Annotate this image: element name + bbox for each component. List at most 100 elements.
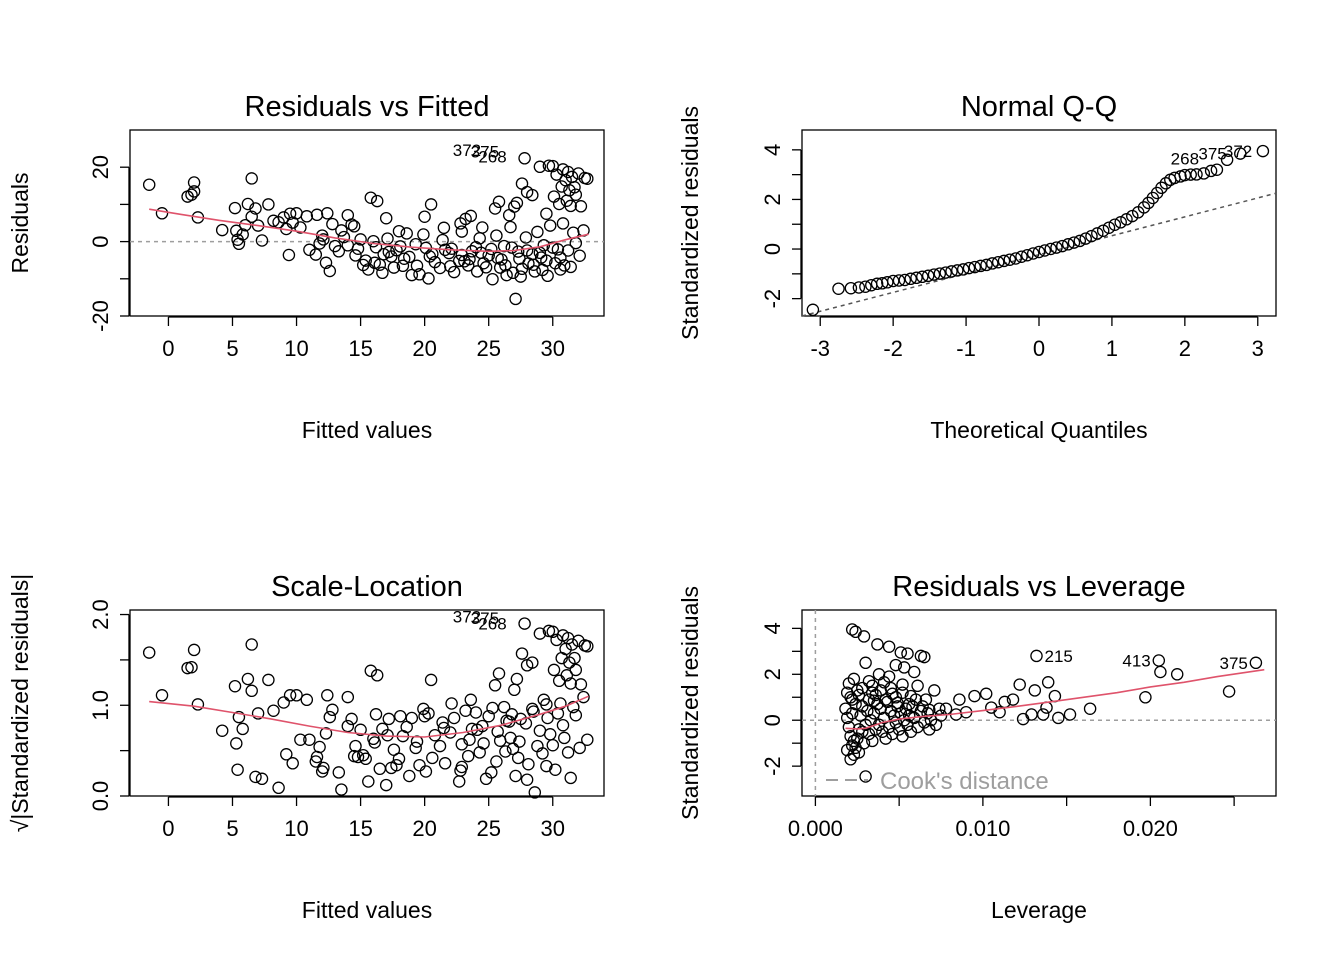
data-point: [230, 737, 243, 750]
data-point: [403, 769, 416, 783]
y-tick-label: 0: [88, 235, 113, 247]
data-point: [390, 758, 403, 772]
data-point: [400, 720, 413, 734]
data-point: [569, 663, 583, 677]
data-point: [520, 244, 534, 257]
data-point: [543, 219, 557, 232]
x-tick-label: 0.000: [788, 816, 843, 841]
data-point: [852, 281, 866, 294]
data-point: [857, 630, 871, 643]
observation-label: 268: [478, 615, 506, 634]
data-point: [866, 686, 879, 699]
data-point: [397, 252, 411, 265]
data-point: [520, 185, 534, 199]
data-point: [515, 647, 529, 660]
y-tick-label: 2: [760, 193, 785, 205]
data-point: [508, 683, 521, 697]
data-point: [862, 727, 876, 741]
data-point: [283, 689, 297, 702]
y-tick-label: -2: [760, 289, 785, 309]
data-point: [921, 269, 935, 283]
data-point: [455, 248, 469, 262]
data-point: [1015, 250, 1028, 263]
data-point: [927, 268, 941, 281]
observation-label: 413: [1122, 652, 1150, 671]
data-point: [376, 266, 389, 280]
data-point: [531, 739, 544, 753]
data-point: [410, 259, 424, 273]
data-point: [928, 684, 941, 697]
data-point: [945, 265, 958, 278]
data-point: [488, 679, 502, 692]
data-point: [437, 221, 451, 235]
data-point: [510, 672, 524, 686]
y-axis-label: Residuals: [7, 173, 33, 274]
x-tick-label: 0.010: [955, 816, 1010, 841]
data-point: [1085, 229, 1098, 243]
plot-frame: [801, 609, 1277, 797]
data-point: [410, 735, 424, 748]
data-point: [1204, 164, 1218, 178]
data-point: [514, 270, 527, 283]
data-point: [362, 775, 375, 788]
data-point: [309, 248, 323, 261]
data-point: [476, 221, 489, 234]
data-point: [286, 757, 299, 770]
observation-label: 375: [471, 143, 499, 162]
data-point: [463, 733, 476, 746]
data-point: [522, 757, 535, 771]
data-point: [1028, 684, 1042, 697]
data-point: [554, 251, 567, 264]
data-point: [417, 702, 430, 716]
data-point: [422, 272, 435, 285]
data-point: [499, 745, 512, 758]
data-point: [409, 741, 422, 755]
smoother-line: [149, 695, 589, 738]
x-tick-label: 5: [226, 336, 238, 361]
data-point: [470, 723, 484, 737]
data-point: [232, 710, 246, 724]
data-point: [997, 254, 1011, 268]
data-point: [558, 259, 571, 272]
data-point: [313, 740, 326, 754]
data-point: [245, 210, 258, 223]
data-point: [844, 281, 858, 295]
data-point: [968, 689, 981, 703]
data-point: [916, 700, 929, 713]
data-point: [1079, 232, 1092, 245]
data-point: [556, 718, 570, 732]
data-point: [364, 191, 378, 204]
y-tick-label: 2.0: [88, 599, 113, 630]
data-point: [533, 724, 547, 737]
data-point: [504, 220, 517, 234]
data-point: [1170, 668, 1184, 681]
data-point: [382, 712, 396, 726]
data-point: [231, 763, 244, 776]
data-point: [554, 697, 567, 710]
data-point: [497, 700, 511, 714]
data-point: [564, 771, 577, 785]
data-point: [508, 200, 521, 213]
data-point: [236, 722, 249, 736]
data-point: [872, 668, 886, 681]
data-point: [249, 202, 262, 215]
data-point: [349, 249, 362, 262]
data-point: [852, 746, 866, 759]
data-point: [490, 229, 503, 242]
x-axis-label: Theoretical Quantiles: [930, 417, 1147, 443]
data-point: [1256, 144, 1270, 158]
data-point: [328, 239, 342, 253]
data-point: [567, 700, 580, 714]
y-tick-label: 0: [760, 243, 785, 255]
data-point: [552, 674, 566, 688]
data-point: [294, 733, 307, 746]
data-point: [379, 211, 393, 225]
data-point: [1249, 656, 1263, 670]
data-point: [569, 708, 583, 722]
x-axis-label: Fitted values: [302, 417, 432, 443]
data-point: [367, 732, 380, 746]
data-point: [249, 770, 262, 784]
data-point: [424, 673, 438, 687]
